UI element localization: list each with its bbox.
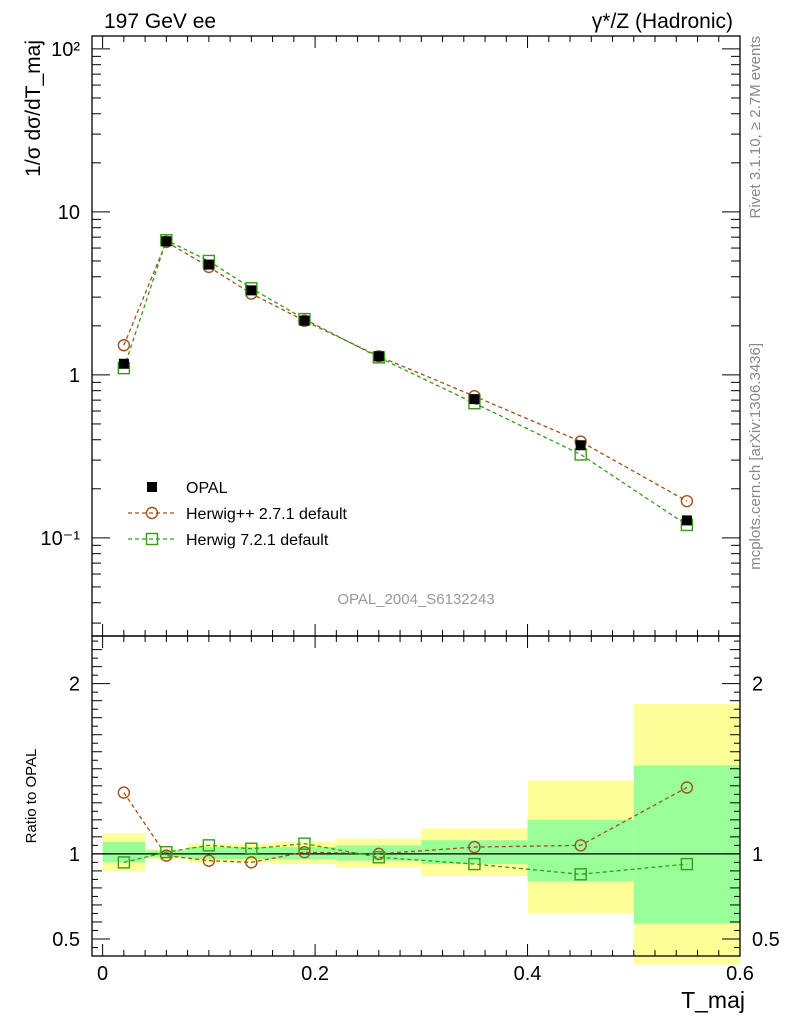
x-tick-label: 0.4 bbox=[514, 963, 542, 985]
herwig7-ratio-point-2 bbox=[202, 839, 216, 852]
herwig7-ratio-point-8 bbox=[680, 857, 694, 871]
opal-main-point-1 bbox=[161, 236, 172, 247]
opal-main-point-6 bbox=[469, 394, 480, 405]
herwig7-ratio-line bbox=[123, 843, 687, 875]
legend-marker-0 bbox=[147, 482, 157, 492]
ratio-y-tick-label-left: 0.5 bbox=[52, 929, 80, 951]
legend-label-2: Herwig 7.2.1 default bbox=[186, 532, 329, 549]
herwigpp-main-point-8 bbox=[680, 494, 694, 508]
main-y-axis-label: 1/σ dσ/dT_maj bbox=[22, 40, 45, 177]
ratio-panel: 0 0.2 0.4 0.6 0.5 0.5 1 1 2 2 Ratio to OPAL T_maj bbox=[23, 635, 780, 1013]
stat-band-2 bbox=[187, 847, 231, 859]
herwigpp-ratio-point-7 bbox=[574, 839, 587, 852]
main-y-tick-label: 10² bbox=[51, 39, 80, 61]
herwig7-main-line bbox=[123, 239, 688, 526]
mcplots-label: mcplots.cern.ch [arXiv:1306.3436] bbox=[747, 343, 764, 570]
ratio-y-tick-label-left: 1 bbox=[69, 844, 80, 866]
stat-band-5 bbox=[336, 845, 422, 861]
ratio-frame bbox=[91, 635, 741, 957]
ratio-y-tick-label-left: 2 bbox=[69, 674, 80, 696]
herwigpp-ratio-point-2 bbox=[202, 854, 216, 867]
x-axis-label: T_maj bbox=[681, 987, 745, 1013]
stat-band-8 bbox=[633, 765, 740, 924]
ratio-y-axis-label: Ratio to OPAL bbox=[23, 749, 40, 844]
ratio-y-tick-label-right: 0.5 bbox=[752, 929, 780, 951]
legend-marker-1 bbox=[145, 506, 159, 520]
analysis-id-label: OPAL_2004_S6132243 bbox=[337, 591, 494, 608]
herwig7-ratio-point-5 bbox=[372, 851, 386, 864]
stat-band-3 bbox=[230, 847, 273, 859]
opal-main-point-7 bbox=[575, 440, 586, 451]
herwigpp-ratio-point-3 bbox=[245, 856, 258, 869]
legend-marker-2 bbox=[145, 532, 159, 546]
herwigpp-ratio-point-8 bbox=[680, 781, 694, 794]
ratio-y-tick-label-right: 2 bbox=[752, 674, 763, 696]
x-tick-label: 0 bbox=[97, 963, 108, 985]
herwigpp-ratio-point-4 bbox=[298, 845, 311, 859]
herwigpp-ratio-point-6 bbox=[468, 840, 481, 854]
opal-main-point-8 bbox=[681, 515, 692, 526]
herwigpp-main-point-0 bbox=[117, 339, 131, 352]
energy-label: 197 GeV ee bbox=[104, 10, 216, 33]
main-y-tick-label: 10 bbox=[58, 202, 80, 224]
herwig7-main-point-7 bbox=[574, 448, 587, 461]
stat-band-4 bbox=[272, 847, 337, 859]
ratio-y-tick-label-right: 1 bbox=[752, 844, 763, 866]
main-y-tick-label: 10⁻¹ bbox=[41, 528, 81, 550]
legend-label-1: Herwig++ 2.7.1 default bbox=[186, 506, 348, 523]
main-panel: 10⁻¹ 1 10 10² 1/σ dσ/dT_maj OPAL_2004_S613224… bbox=[22, 35, 741, 637]
main-y-tick-label: 1 bbox=[69, 365, 80, 387]
process-label: γ*/Z (Hadronic) bbox=[592, 10, 733, 33]
opal-main-point-2 bbox=[203, 259, 214, 270]
herwig7-ratio-point-4 bbox=[298, 837, 311, 850]
herwig7-ratio-point-3 bbox=[245, 842, 258, 855]
stat-band-0 bbox=[102, 841, 146, 863]
x-tick-label: 0.2 bbox=[301, 963, 329, 985]
herwig7-ratio-point-1 bbox=[160, 845, 173, 859]
rivet-version-label: Rivet 3.1.10, ≥ 2.7M events bbox=[747, 36, 764, 219]
herwig7-ratio-point-6 bbox=[468, 857, 481, 871]
herwig7-ratio-point-7 bbox=[574, 868, 587, 881]
herwigpp-ratio-line bbox=[123, 786, 688, 864]
herwig7-ratio-point-0 bbox=[117, 856, 131, 869]
herwigpp-ratio-point-0 bbox=[117, 786, 131, 799]
opal-main-point-0 bbox=[118, 358, 129, 369]
opal-main-point-3 bbox=[246, 285, 257, 296]
legend-label-0: OPAL bbox=[186, 480, 228, 497]
opal-main-point-5 bbox=[373, 351, 384, 362]
x-tick-label: 0.6 bbox=[726, 963, 754, 985]
opal-main-point-4 bbox=[299, 315, 310, 326]
herwigpp-main-line bbox=[123, 240, 688, 502]
